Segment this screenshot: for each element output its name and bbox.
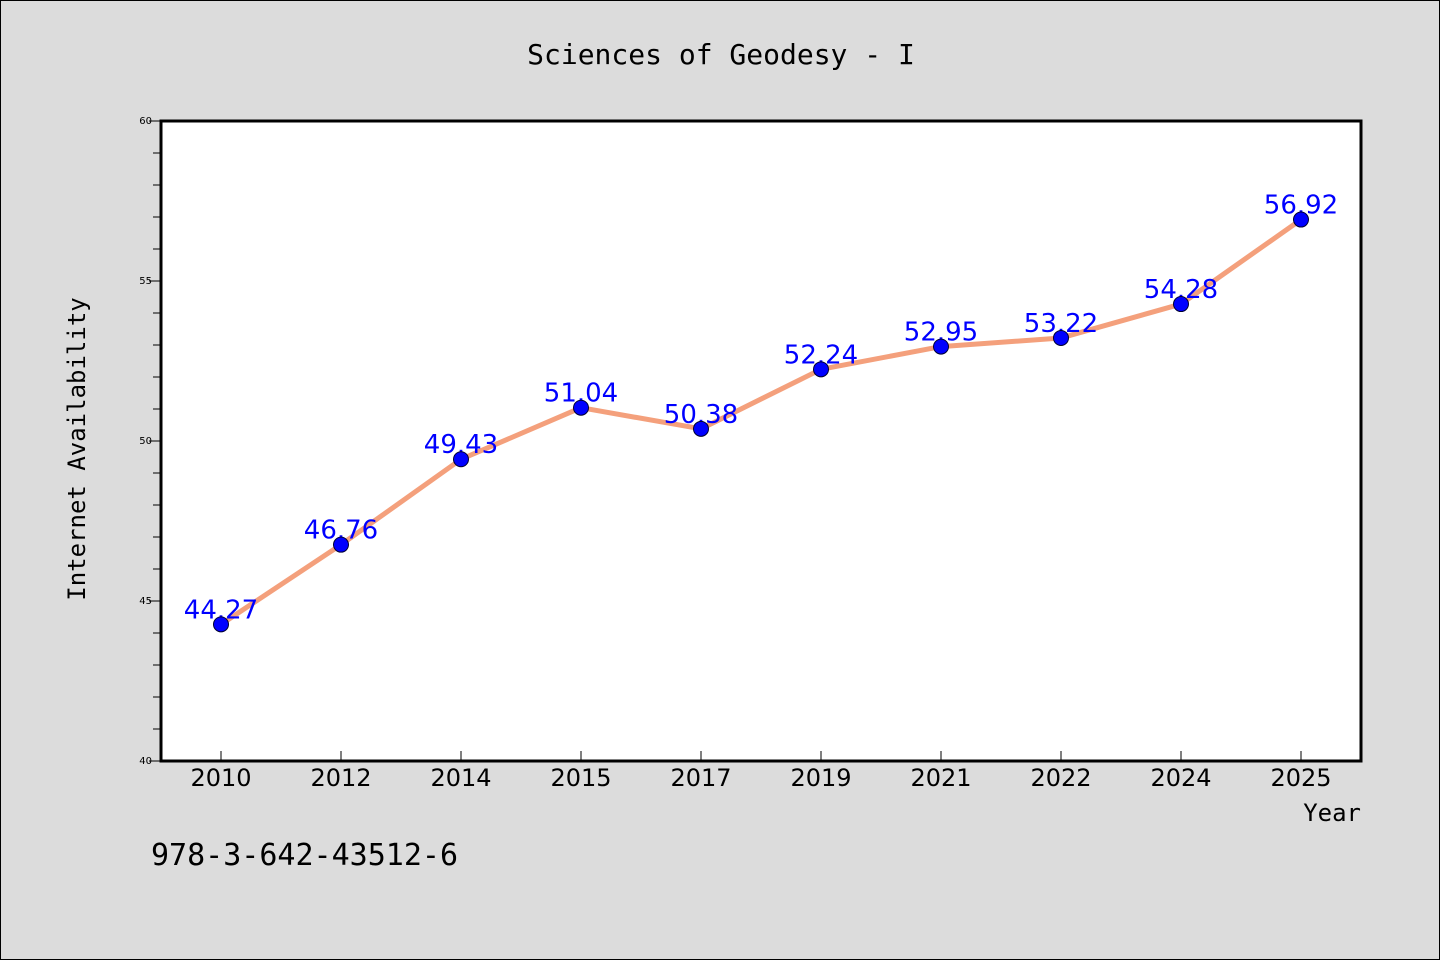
x-tick-label: 2012	[310, 764, 371, 792]
x-tick-label: 2019	[790, 764, 851, 792]
isbn-text: 978-3-642-43512-6	[151, 838, 458, 873]
data-point	[453, 451, 469, 468]
data-point	[1173, 296, 1189, 313]
y-tick-label: 40	[139, 756, 152, 767]
x-axis: 2010 2012 2014 2015 2017 2019 2021 2022 2024 2025	[190, 751, 1332, 792]
plot-area	[159, 119, 1363, 763]
series-line	[218, 217, 1304, 627]
x-tick-label: 2015	[550, 764, 611, 792]
x-tick-label: 2014	[430, 764, 491, 792]
x-tick-label: 2022	[1030, 764, 1091, 792]
x-tick-label: 2021	[910, 764, 971, 792]
y-tick-label: 60	[139, 116, 152, 127]
data-point	[693, 420, 709, 437]
x-tick-label: 2010	[190, 764, 251, 792]
y-axis: 40 45 50 55 60	[139, 116, 161, 767]
data-point	[1053, 329, 1069, 346]
data-point	[213, 616, 229, 633]
x-tick-label: 2024	[1150, 764, 1211, 792]
x-tick-label: 2025	[1270, 764, 1331, 792]
x-axis-label: Year	[1303, 799, 1361, 827]
data-point	[573, 399, 589, 416]
data-point	[813, 361, 829, 378]
data-point	[933, 338, 949, 355]
data-series	[218, 217, 1304, 627]
y-axis-label: Internet Availability	[63, 297, 91, 600]
y-tick-label: 55	[139, 276, 152, 287]
y-tick-label: 50	[139, 436, 152, 447]
data-point	[1293, 211, 1309, 228]
y-tick-label: 45	[139, 596, 152, 607]
data-point	[333, 536, 349, 553]
x-tick-label: 2017	[670, 764, 731, 792]
chart-title: Sciences of Geodesy - I	[527, 38, 915, 71]
